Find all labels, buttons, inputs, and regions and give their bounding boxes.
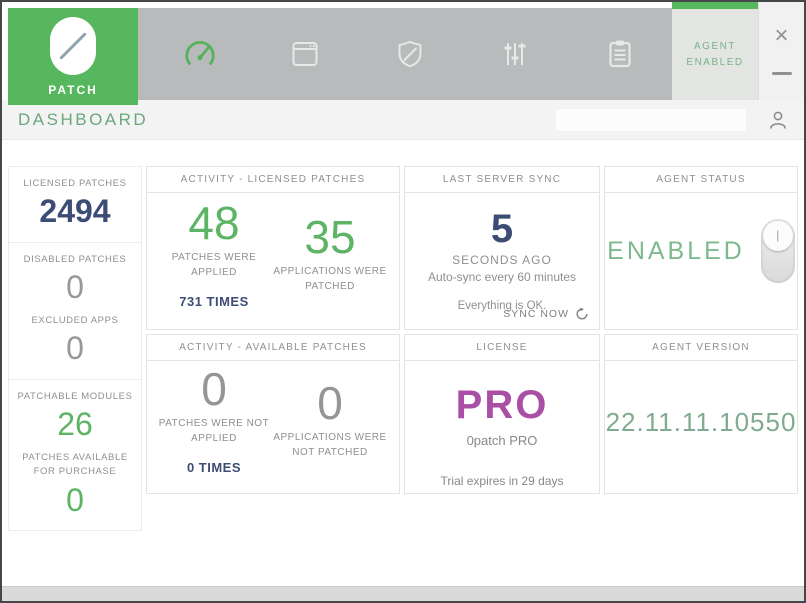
minimize-icon bbox=[771, 71, 792, 75]
metric-value: 48 bbox=[188, 196, 240, 249]
refresh-icon bbox=[575, 307, 589, 321]
user-account-button[interactable] bbox=[766, 108, 790, 132]
nav-log-button[interactable] bbox=[598, 32, 642, 76]
sidebar-section-patchable: PATCHABLE MODULES 26 PATCHES AVAILABLE F… bbox=[8, 380, 142, 532]
page-title: DASHBOARD bbox=[18, 110, 149, 129]
panel-title: LICENSE bbox=[405, 335, 599, 361]
stat-value: 26 bbox=[57, 406, 93, 443]
agent-badge-text: AGENT ENABLED bbox=[686, 40, 744, 68]
minimize-button[interactable] bbox=[771, 66, 793, 80]
gauge-icon bbox=[181, 35, 219, 73]
metric-label: PATCHES WERE NOT APPLIED bbox=[158, 417, 270, 444]
nav-dashboard-button[interactable] bbox=[178, 32, 222, 76]
license-tier-value: PRO bbox=[455, 383, 549, 427]
content-area: LICENSED PATCHES 2494 DISABLED PATCHES 0… bbox=[2, 140, 804, 586]
sync-now-label: SYNC NOW bbox=[503, 308, 569, 320]
stat-value: 2494 bbox=[39, 193, 111, 230]
stat-label: PATCHES AVAILABLE FOR PURCHASE bbox=[22, 452, 128, 478]
nav-settings-button[interactable] bbox=[493, 32, 537, 76]
panel-license: LICENSE PRO 0patch PRO Trial expires in … bbox=[404, 334, 600, 494]
sync-status-text: Everything is OK. bbox=[457, 300, 547, 312]
metric-value: 35 bbox=[304, 211, 356, 263]
agent-version-value: 22.11.11.10550 bbox=[605, 407, 797, 437]
sliders-icon bbox=[497, 36, 533, 72]
toggle-knob-icon bbox=[762, 221, 793, 251]
user-icon bbox=[766, 108, 790, 132]
stat-licensed-patches: LICENSED PATCHES 2494 bbox=[13, 177, 137, 230]
stat-value: 0 bbox=[66, 269, 84, 306]
metric-sub: 731 TIMES bbox=[179, 293, 249, 309]
stat-label: DISABLED PATCHES bbox=[23, 254, 127, 266]
metric-sub: 0 TIMES bbox=[186, 459, 242, 475]
sync-seconds-value: 5 bbox=[490, 207, 514, 251]
metric-label: APPLICATIONS WERE NOT PATCHED bbox=[273, 432, 387, 458]
sidebar-section-disabled-excluded: DISABLED PATCHES 0 EXCLUDED APPS 0 bbox=[8, 243, 142, 381]
panel-last-server-sync: LAST SERVER SYNC 5 SECONDS AGO Auto-sync… bbox=[404, 166, 600, 330]
metric-apps-not-patched: 0 APPLICATIONS WERE NOT PATCHED bbox=[271, 380, 389, 460]
nav-patch-home-tab[interactable]: PATCH bbox=[8, 8, 138, 105]
clipboard-icon bbox=[602, 36, 638, 72]
agent-enabled-badge[interactable]: AGENT ENABLED bbox=[672, 2, 758, 100]
autosync-label: Auto-sync every 60 minutes bbox=[427, 270, 577, 284]
panel-agent-status: AGENT STATUS ENABLED bbox=[604, 166, 798, 330]
stats-sidebar: LICENSED PATCHES 2494 DISABLED PATCHES 0… bbox=[8, 166, 142, 532]
panel-title: LAST SERVER SYNC bbox=[405, 167, 599, 193]
license-trial-text: Trial expires in 29 days bbox=[440, 474, 564, 488]
panel-title: AGENT VERSION bbox=[605, 335, 797, 361]
app-window-icon bbox=[287, 36, 323, 72]
stat-value: 0 bbox=[66, 481, 84, 518]
stat-patches-for-purchase: PATCHES AVAILABLE FOR PURCHASE 0 bbox=[13, 451, 137, 518]
patch-capsule-logo-icon bbox=[50, 16, 96, 75]
panel-title: ACTIVITY - LICENSED PATCHES bbox=[147, 167, 399, 193]
shield-slash-icon bbox=[392, 36, 428, 72]
panel-title: AGENT STATUS bbox=[605, 167, 797, 193]
panel-activity-available: ACTIVITY - AVAILABLE PATCHES 0 PATCHES W… bbox=[146, 334, 400, 494]
dashboard-bar: DASHBOARD bbox=[2, 100, 804, 140]
sync-now-button[interactable]: SYNC NOW bbox=[503, 307, 589, 321]
stat-value: 0 bbox=[66, 330, 84, 367]
metric-patches-not-applied: 0 PATCHES WERE NOT APPLIED 0 TIMES bbox=[157, 366, 271, 475]
metric-apps-patched: 35 APPLICATIONS WERE PATCHED bbox=[271, 214, 389, 294]
agent-status-value: ENABLED bbox=[607, 236, 745, 265]
header: PATCH AGENT ENABLED × bbox=[2, 2, 804, 105]
close-button[interactable]: × bbox=[774, 22, 789, 49]
sync-unit-label: SECONDS AGO bbox=[452, 253, 552, 267]
window-footer-strip bbox=[2, 586, 804, 601]
metric-value: 0 bbox=[317, 377, 343, 429]
nav-security-button[interactable] bbox=[388, 32, 432, 76]
panel-agent-version: AGENT VERSION 22.11.11.10550 bbox=[604, 334, 798, 494]
metric-label: PATCHES WERE APPLIED bbox=[171, 251, 257, 278]
license-product-name: 0patch PRO bbox=[466, 433, 538, 448]
window-controls: × bbox=[758, 2, 804, 100]
metric-patches-applied: 48 PATCHES WERE APPLIED 731 TIMES bbox=[157, 200, 271, 309]
panel-title: ACTIVITY - AVAILABLE PATCHES bbox=[147, 335, 399, 361]
panel-grid: ACTIVITY - LICENSED PATCHES 48 PATCHES W… bbox=[146, 166, 798, 531]
toolbar-highlight bbox=[556, 109, 746, 131]
logo-label: PATCH bbox=[48, 82, 98, 97]
metric-value: 0 bbox=[201, 362, 227, 415]
stat-excluded-apps: EXCLUDED APPS 0 bbox=[13, 314, 137, 367]
agent-toggle[interactable] bbox=[760, 219, 795, 283]
stat-patchable-modules: PATCHABLE MODULES 26 bbox=[13, 390, 137, 443]
stat-label: LICENSED PATCHES bbox=[23, 178, 127, 189]
stat-label: PATCHABLE MODULES bbox=[17, 391, 133, 403]
nav-patches-button[interactable] bbox=[283, 32, 327, 76]
metric-label: APPLICATIONS WERE PATCHED bbox=[273, 266, 387, 292]
stat-label: EXCLUDED APPS bbox=[31, 315, 119, 327]
stat-disabled-patches: DISABLED PATCHES 0 bbox=[13, 253, 137, 306]
sidebar-section-licensed: LICENSED PATCHES 2494 bbox=[8, 166, 142, 244]
panel-activity-licensed: ACTIVITY - LICENSED PATCHES 48 PATCHES W… bbox=[146, 166, 400, 330]
